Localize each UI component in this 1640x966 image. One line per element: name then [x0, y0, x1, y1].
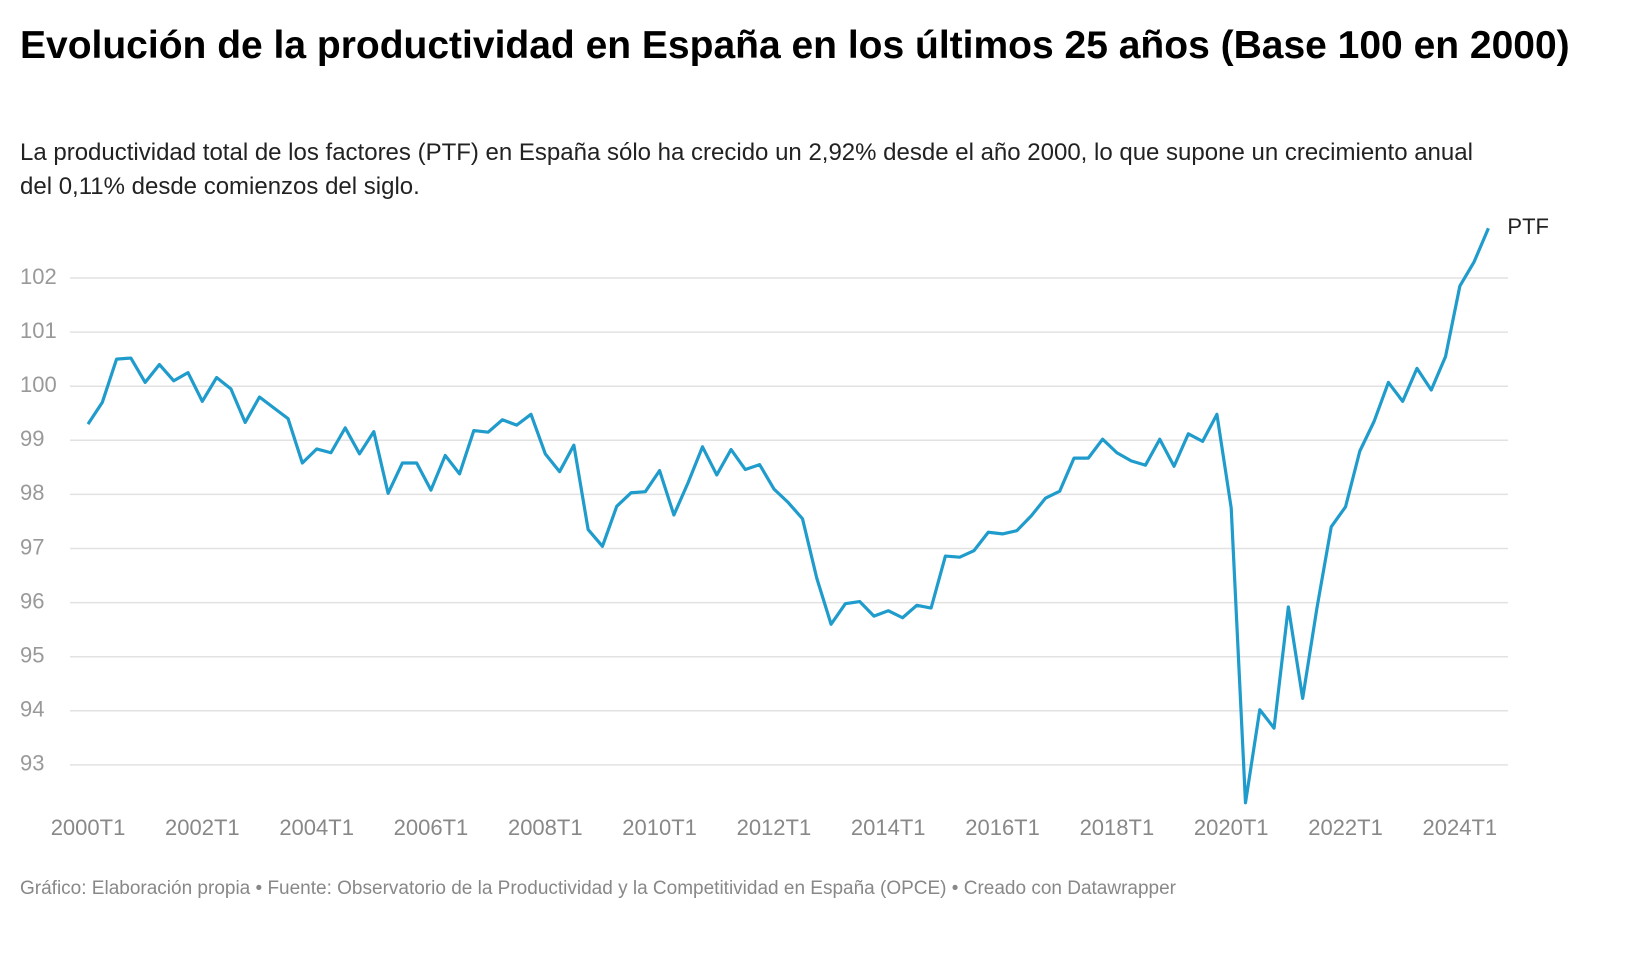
x-tick-label: 2018T1: [1080, 815, 1155, 840]
x-tick-label: 2008T1: [508, 815, 583, 840]
y-tick-label: 99: [20, 426, 44, 451]
x-tick-label: 2006T1: [394, 815, 469, 840]
x-tick-label: 2002T1: [165, 815, 240, 840]
y-tick-label: 97: [20, 534, 44, 559]
series-label: PTF: [1507, 214, 1549, 239]
y-tick-label: 96: [20, 588, 44, 613]
x-tick-label: 2000T1: [51, 815, 126, 840]
x-tick-label: 2020T1: [1194, 815, 1269, 840]
chart-title: Evolución de la productividad en España …: [20, 24, 1570, 67]
x-tick-label: 2004T1: [279, 815, 354, 840]
chart-footer: Gráfico: Elaboración propia • Fuente: Ob…: [20, 878, 1177, 899]
y-tick-label: 100: [20, 372, 57, 397]
y-tick-label: 101: [20, 318, 57, 343]
y-tick-label: 93: [20, 751, 44, 776]
line: [86, 227, 1490, 805]
y-tick-label: 102: [20, 264, 57, 289]
y-tick-label: 95: [20, 643, 44, 668]
y-tick-label: 94: [20, 697, 44, 722]
x-tick-label: 2024T1: [1423, 815, 1498, 840]
x-tick-label: 2012T1: [737, 815, 812, 840]
x-tick-label: 2010T1: [622, 815, 697, 840]
y-tick-label: 98: [20, 480, 44, 505]
x-tick-label: 2014T1: [851, 815, 926, 840]
chart-subtitle: La productividad total de los factores (…: [20, 139, 1473, 200]
x-tick-label: 2022T1: [1308, 815, 1383, 840]
x-tick-label: 2016T1: [965, 815, 1040, 840]
